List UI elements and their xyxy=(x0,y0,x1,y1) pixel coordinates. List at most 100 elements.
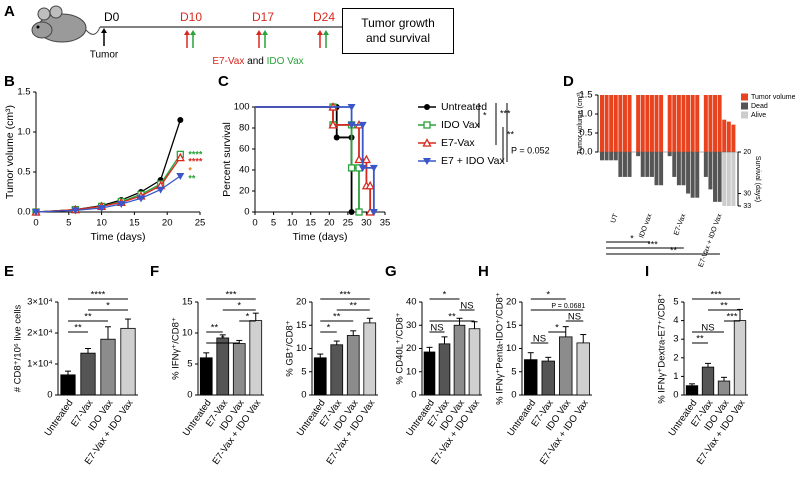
survival-line xyxy=(255,106,375,212)
y-axis-label: % GB⁺/CD8⁺ xyxy=(285,320,296,377)
legend-label: Dead xyxy=(751,103,768,110)
bar xyxy=(524,359,538,396)
significance-label: * xyxy=(443,290,447,301)
survival-bar xyxy=(681,152,686,186)
survival-bar xyxy=(695,152,700,198)
survival-bar xyxy=(640,152,645,177)
y-tick-label: 20 xyxy=(239,186,250,197)
x-tick-label: 35 xyxy=(380,218,391,229)
point xyxy=(365,180,375,190)
legend-swatch xyxy=(741,111,748,119)
point xyxy=(355,208,363,216)
y-tick-label: 20 xyxy=(296,297,307,308)
tumor-bar xyxy=(722,119,727,152)
legend-label: IDO Vax xyxy=(441,119,481,131)
y-tick-label: 15 xyxy=(296,320,307,331)
x-tick-label: 20 xyxy=(162,218,173,229)
tumor-bar xyxy=(654,95,659,152)
bar xyxy=(232,343,246,396)
survival-bar xyxy=(649,152,654,177)
point xyxy=(333,134,340,141)
survival-bar xyxy=(622,152,627,177)
y-tick-label: 2 xyxy=(673,352,678,363)
point xyxy=(369,209,378,216)
bar xyxy=(423,351,436,396)
significance-label: *** xyxy=(225,290,236,301)
panel-label: A xyxy=(4,3,15,20)
y-axis-label: Percent survival xyxy=(221,122,233,197)
tumor-bar xyxy=(703,95,708,152)
y-tick-label: 0.5 xyxy=(17,167,30,178)
y2-axis-label: Survival (days) xyxy=(754,156,761,202)
significance-label: ** xyxy=(670,245,678,255)
tumor-bar xyxy=(667,95,672,152)
tumor-bar xyxy=(622,95,627,152)
tumor-bar xyxy=(613,95,618,152)
tumor-bar xyxy=(708,95,713,152)
significance-label: P = 0.052 xyxy=(511,145,550,155)
significance-label: NS xyxy=(460,301,473,312)
panel-label: E xyxy=(4,263,14,280)
timeline-day: D24 xyxy=(313,10,335,24)
y-tick-label: 0 xyxy=(411,390,416,401)
point xyxy=(347,104,356,111)
y-tick-label: 1.5 xyxy=(579,90,592,101)
y-tick-label: 20 xyxy=(743,149,751,156)
survival-bar xyxy=(667,152,672,157)
legend-marker xyxy=(423,121,431,129)
point xyxy=(156,186,165,194)
survival-bar xyxy=(690,152,695,198)
significance-label: ** xyxy=(696,334,704,345)
tumor-bar xyxy=(690,95,695,152)
survival-bar xyxy=(703,152,708,177)
legend-label: Tumor volume xyxy=(751,94,795,101)
annotation: ** xyxy=(188,173,196,183)
treatment: and xyxy=(247,56,264,67)
point xyxy=(347,121,356,129)
y-tick-label: 20 xyxy=(506,297,517,308)
survival-bar xyxy=(609,152,614,161)
bar xyxy=(559,336,573,396)
y-tick-label: 10 xyxy=(406,366,417,377)
survival-bar xyxy=(726,152,731,206)
bar xyxy=(438,343,451,396)
y-tick-label: 10 xyxy=(296,343,307,354)
point xyxy=(97,205,106,212)
significance-label: *** xyxy=(726,312,737,323)
bar xyxy=(453,324,466,396)
y-tick-label: 0 xyxy=(47,390,52,401)
point xyxy=(136,195,145,203)
y-tick-label: 0 xyxy=(187,390,192,401)
significance-label: ** xyxy=(333,312,341,323)
significance-label: * xyxy=(237,301,241,312)
y-tick-label: 1.0 xyxy=(17,127,30,138)
point xyxy=(176,173,185,180)
y-axis-label: % IFNγ⁺/CD8⁺ xyxy=(171,317,182,380)
bar xyxy=(199,357,213,396)
panel-label: B xyxy=(4,73,15,90)
significance-label: NS xyxy=(701,323,714,334)
significance-label: * xyxy=(483,110,487,120)
panel-label: G xyxy=(385,263,397,280)
point xyxy=(369,164,378,172)
survival-bar xyxy=(659,152,664,186)
y-tick-label: 5 xyxy=(673,297,678,308)
y-tick-label: 4 xyxy=(673,315,678,326)
bar xyxy=(313,357,327,396)
survival-bar xyxy=(686,152,691,194)
y-tick-label: 20 xyxy=(406,343,417,354)
legend-label: E7-Vax xyxy=(441,137,475,149)
survival-bar xyxy=(717,152,722,202)
y-axis-label: % IFNγ⁺Dextra-E7⁺/CD8⁺ xyxy=(657,293,668,404)
bar xyxy=(346,335,360,396)
survival-bar xyxy=(627,152,632,177)
point xyxy=(177,117,184,123)
significance-label: *** xyxy=(339,290,350,301)
bar xyxy=(701,366,715,396)
survival-bar xyxy=(604,152,609,161)
tumor-bar xyxy=(681,95,686,152)
x-tick-label: Untreated xyxy=(43,398,76,438)
y-tick-label: 5 xyxy=(301,366,306,377)
x-tick-label: 25 xyxy=(343,218,354,229)
significance-label: ** xyxy=(507,129,515,139)
